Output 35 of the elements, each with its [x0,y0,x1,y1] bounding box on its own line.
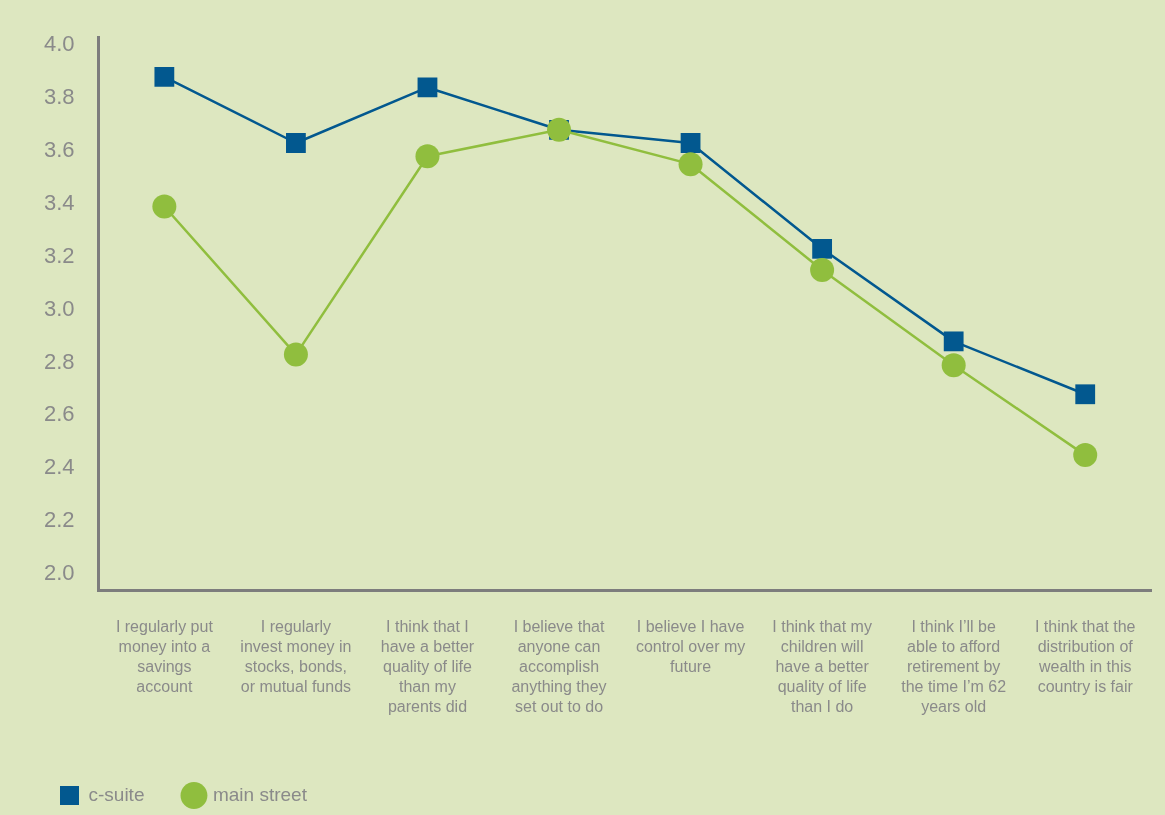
y-tick-label: 3.4 [43,189,75,215]
y-tick-label: 3.6 [43,137,75,162]
point [415,144,440,169]
legend-label: main street [212,783,308,805]
x-tick-label: I think that the distribution of wealth in this country is fair [1034,618,1136,696]
y-tick-label: 2.0 [43,560,75,586]
y-tick-label: 2.4 [43,454,75,480]
y-tick-label: 2.6 [43,401,75,427]
point [678,152,703,177]
point [154,66,175,87]
point [152,194,177,219]
y-tick-label: 2.8 [43,348,75,374]
point [283,342,308,367]
point [1075,384,1096,405]
x-tick-label: I think that I have a better quality of life than my parents did [380,618,475,716]
y-tick-label: 3.8 [43,84,75,110]
x-tick-label: I regularly invest money in stocks, bonds, or mutual funds [240,618,352,696]
point [286,133,306,153]
y-tick-label: 3.0 [43,295,75,321]
point [417,77,438,98]
point [943,331,964,352]
point [680,133,701,153]
x-tick-label: I believe that anyone can accomplish anything they set out to do [511,618,607,716]
point [1073,443,1098,468]
point [810,257,835,282]
point [812,238,833,259]
x-tick-label: I believe I have control over my future [635,618,746,676]
x-tick-label: I regularly put money into a savings account [115,618,214,696]
point [941,353,966,378]
y-tick-label: 2.2 [43,507,75,533]
y-tick-label: 4.0 [43,31,75,57]
y-tick-label: 3.2 [43,242,75,268]
x-tick-label: I think I’ll be able to afford retirement by the time I’m 62 years old [901,618,1007,716]
x-tick-label: I think that my children will have a better quality of life than I do [772,618,872,716]
legend-label: c-suite [88,783,145,805]
